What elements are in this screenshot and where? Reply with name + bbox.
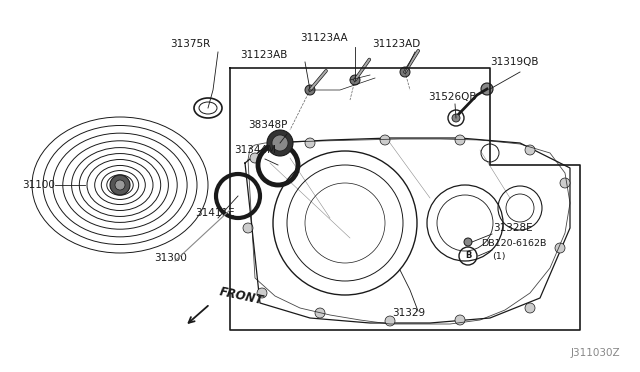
Text: 31123AD: 31123AD bbox=[372, 39, 420, 49]
Circle shape bbox=[400, 67, 410, 77]
Circle shape bbox=[305, 85, 315, 95]
Text: 31411E: 31411E bbox=[195, 208, 235, 218]
Circle shape bbox=[555, 243, 565, 253]
Text: 31300: 31300 bbox=[154, 253, 187, 263]
Circle shape bbox=[115, 180, 125, 190]
Text: (1): (1) bbox=[492, 251, 506, 260]
Circle shape bbox=[380, 135, 390, 145]
Circle shape bbox=[350, 75, 360, 85]
Circle shape bbox=[385, 316, 395, 326]
Text: FRONT: FRONT bbox=[218, 285, 264, 307]
Circle shape bbox=[110, 175, 130, 195]
Circle shape bbox=[464, 238, 472, 246]
Circle shape bbox=[267, 130, 293, 156]
Circle shape bbox=[481, 83, 493, 95]
Circle shape bbox=[525, 145, 535, 155]
Circle shape bbox=[525, 303, 535, 313]
Circle shape bbox=[452, 114, 460, 122]
Text: 31123AB: 31123AB bbox=[240, 50, 287, 60]
Circle shape bbox=[257, 288, 267, 298]
Text: 31100: 31100 bbox=[22, 180, 55, 190]
Circle shape bbox=[243, 223, 253, 233]
Text: 31328E: 31328E bbox=[493, 223, 532, 233]
Text: 31375R: 31375R bbox=[170, 39, 211, 49]
Text: B: B bbox=[465, 251, 471, 260]
Circle shape bbox=[305, 138, 315, 148]
Circle shape bbox=[455, 135, 465, 145]
Circle shape bbox=[315, 308, 325, 318]
Text: DB120-6162B: DB120-6162B bbox=[481, 240, 547, 248]
Text: J311030Z: J311030Z bbox=[570, 348, 620, 358]
Text: 31344M: 31344M bbox=[234, 145, 276, 155]
Circle shape bbox=[560, 178, 570, 188]
Text: 31329: 31329 bbox=[392, 308, 425, 318]
Circle shape bbox=[272, 135, 288, 151]
Text: 31123AA: 31123AA bbox=[300, 33, 348, 43]
Circle shape bbox=[250, 153, 260, 163]
Circle shape bbox=[455, 315, 465, 325]
Text: 38348P: 38348P bbox=[248, 120, 287, 130]
Text: 31526QB: 31526QB bbox=[428, 92, 477, 102]
Text: 31319QB: 31319QB bbox=[490, 57, 538, 67]
